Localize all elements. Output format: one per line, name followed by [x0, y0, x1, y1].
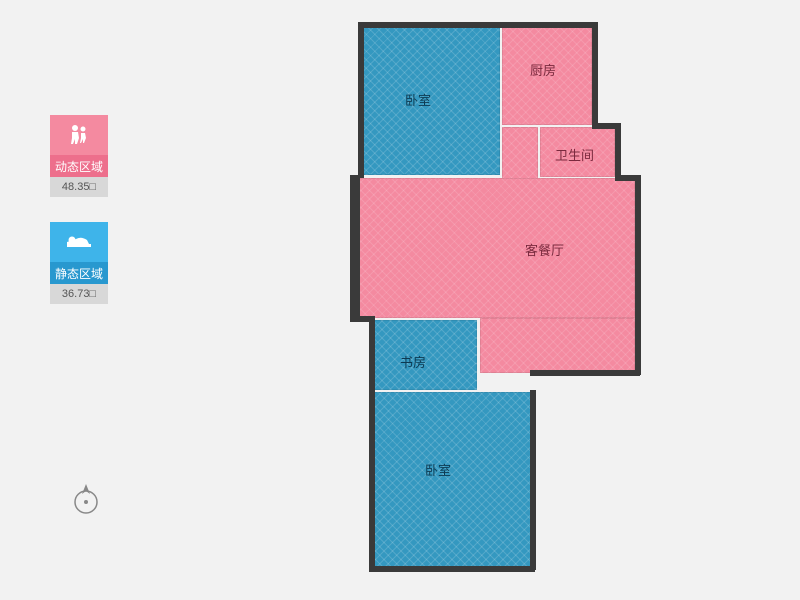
legend-static: 静态区域 36.73□ [50, 222, 108, 304]
room-label-study: 书房 [400, 352, 426, 371]
room-label-bedroom2: 卧室 [425, 460, 451, 479]
room-label-bathroom: 卫生间 [555, 145, 594, 164]
legend-static-value: 36.73□ [50, 284, 108, 304]
wall-segment [530, 390, 536, 570]
compass-icon [68, 480, 104, 521]
wall-segment [615, 123, 621, 179]
room-living_ext [480, 318, 635, 373]
zone-legend: 动态区域 48.35□ 静态区域 36.73□ [50, 115, 108, 329]
wall-segment [358, 22, 364, 178]
room-label-bedroom1: 卧室 [405, 90, 431, 109]
room-corridor_ext [502, 127, 538, 179]
wall-segment [369, 316, 375, 570]
wall-segment [358, 22, 502, 28]
legend-dynamic: 动态区域 48.35□ [50, 115, 108, 197]
legend-static-label: 静态区域 [50, 262, 108, 284]
wall-segment [500, 22, 595, 28]
people-icon [50, 115, 108, 155]
wall-segment [635, 175, 641, 375]
room-label-living: 客餐厅 [525, 240, 564, 259]
room-living [350, 178, 635, 318]
wall-segment [369, 566, 535, 572]
wall-segment [592, 22, 598, 125]
legend-dynamic-value: 48.35□ [50, 177, 108, 197]
room-label-kitchen: 厨房 [530, 60, 556, 79]
wall-segment [530, 370, 640, 376]
room-bedroom2 [372, 392, 532, 567]
wall-segment [350, 175, 360, 320]
legend-dynamic-label: 动态区域 [50, 155, 108, 177]
sleep-icon [50, 222, 108, 262]
